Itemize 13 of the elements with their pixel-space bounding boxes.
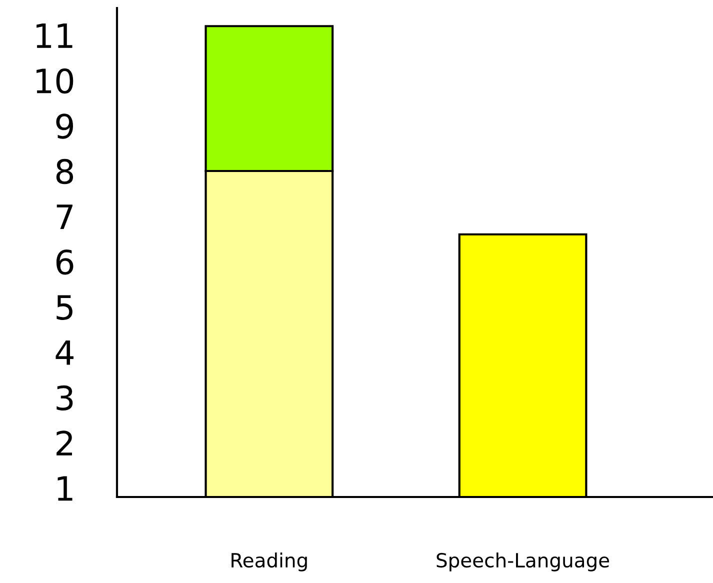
- y-tick-label: 9: [56, 114, 73, 139]
- y-tick-label: 4: [56, 340, 74, 365]
- y-tick-label: 5: [56, 295, 72, 320]
- y-tick-label: 8: [56, 158, 74, 184]
- y-tick-label: 7: [56, 204, 72, 229]
- y-tick-label: 10: [36, 68, 74, 94]
- y-tick-label: 6: [56, 249, 74, 275]
- y-tick-label: 1: [58, 476, 72, 501]
- y-tick-label: 11: [36, 24, 72, 48]
- y-tick-label: 3: [56, 385, 73, 411]
- x-tick-label: Speech-Language: [436, 552, 610, 572]
- x-tick-label: Reading: [232, 552, 307, 572]
- y-tick-label: 2: [56, 430, 72, 456]
